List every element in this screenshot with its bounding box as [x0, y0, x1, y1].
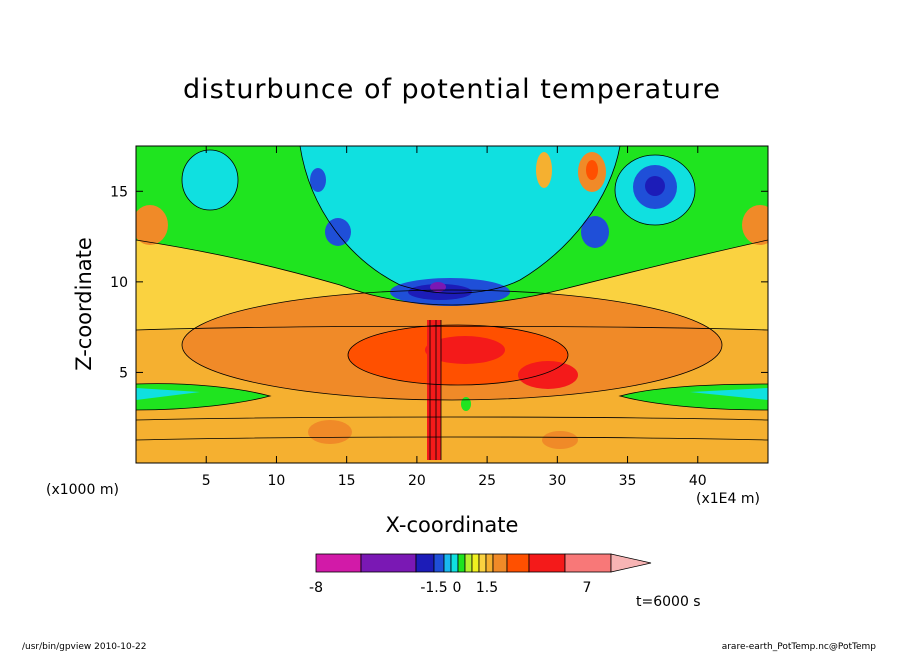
x-tick-label: 20: [408, 473, 426, 489]
colorbar-tick-label: 1.5: [476, 580, 498, 596]
colorbar-bin: [506, 553, 530, 573]
warm-eddy-upper-right-core: [586, 160, 598, 180]
dark-blue-eddy-right: [645, 176, 665, 196]
x-tick-label: 40: [689, 473, 707, 489]
x-tick-label: 30: [548, 473, 566, 489]
cyan-layer-right: [690, 388, 768, 400]
x-scale-note: (x1E4 m): [696, 491, 760, 507]
colorbar-bin: [464, 553, 473, 573]
cyan-eddy-left: [182, 150, 238, 210]
blue-eddy-mid-left: [325, 218, 351, 246]
colorbar-tick-label: -1.5: [420, 580, 447, 596]
colorbar-bin: [360, 553, 417, 573]
plot-frame: [135, 145, 769, 464]
dark-blue-band: [408, 284, 472, 300]
colorbar-tick-label: 0: [453, 580, 462, 596]
blue-eddy-mid-right: [581, 216, 609, 248]
colorbar-tick-label: -8: [309, 580, 323, 596]
green-cell-in-column: [461, 397, 471, 411]
warm-eddy-right: [518, 361, 578, 389]
contour-field: [136, 146, 768, 463]
cyan-layer-left: [136, 388, 200, 400]
y-tick-label: 5: [119, 365, 128, 381]
purple-minimum: [430, 282, 446, 292]
warm-edge-left: [136, 205, 168, 245]
colorbar-bin: [450, 553, 459, 573]
blue-eddy-upper-left: [310, 168, 326, 192]
x-axis-label: X-coordinate: [385, 513, 519, 537]
colorbar-bin: [433, 553, 445, 573]
colorbar-bin: [443, 553, 452, 573]
colorbar-bin: [415, 553, 435, 573]
colorbar-bin: [457, 553, 466, 573]
warm-eddy-center: [425, 336, 505, 364]
axis-unit-note: (x1000 m): [46, 482, 119, 498]
x-tick-label: 15: [338, 473, 356, 489]
x-tick-label: 25: [478, 473, 496, 489]
colorbar-bin: [471, 553, 480, 573]
colorbar-bin: [315, 553, 362, 573]
y-axis: 5 10 15: [110, 184, 768, 381]
y-tick-label: 15: [110, 184, 128, 200]
colorbar-bin: [564, 553, 612, 573]
warm-eddy-lower-left: [308, 420, 352, 444]
contour-lines: [136, 146, 768, 460]
colorbar-bin: [478, 553, 487, 573]
colorbar-extension-arrow: [610, 553, 652, 573]
warm-edge-right: [742, 205, 768, 245]
colorbar-bin: [485, 553, 494, 573]
footer-program: /usr/bin/gpview 2010-10-22: [22, 642, 147, 652]
colorbar-tick-label: 7: [583, 580, 592, 596]
footer-file: arare-earth_PotTemp.nc@PotTemp: [721, 642, 876, 652]
colorbar: -8 -1.5 0 1.5 7: [309, 553, 652, 596]
x-tick-label: 10: [268, 473, 286, 489]
warm-eddy-upper-center: [536, 152, 552, 188]
chart-title: disturbunce of potential temperature: [183, 74, 721, 105]
time-label: t=6000 s: [636, 594, 701, 610]
warm-eddy-lower-right: [542, 431, 578, 449]
y-tick-label: 10: [110, 275, 128, 291]
x-axis: 5 10 15 20 25 30 35 40: [202, 146, 707, 489]
convective-column: [427, 320, 441, 460]
colorbar-bin: [528, 553, 566, 573]
x-tick-label: 35: [619, 473, 637, 489]
y-axis-label: Z-coordinate: [72, 237, 96, 371]
x-tick-label: 5: [202, 473, 211, 489]
colorbar-bin: [492, 553, 508, 573]
